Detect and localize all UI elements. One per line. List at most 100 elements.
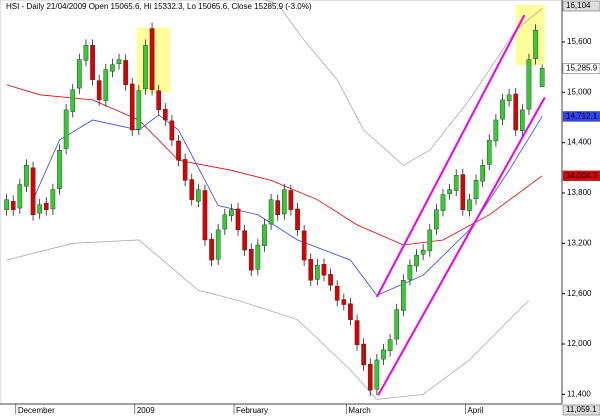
candle-body: [123, 60, 128, 85]
candle-body: [149, 28, 155, 90]
overlay-line: [6, 239, 530, 400]
candle-body: [248, 248, 254, 271]
candle-body: [447, 189, 452, 195]
candle-body: [169, 120, 175, 141]
y-tick-label: 11,400: [567, 389, 591, 398]
candle-body: [222, 214, 228, 230]
candle-body: [17, 184, 23, 209]
candle-body: [539, 68, 545, 87]
candle-body: [229, 209, 234, 216]
candle-body: [506, 94, 512, 101]
overlay-line: [32, 114, 543, 296]
candle-body: [295, 208, 300, 231]
value-label-box: [562, 170, 600, 182]
candle-body: [136, 90, 142, 130]
value-label-box: [562, 0, 600, 12]
candle-body: [63, 109, 69, 149]
candle-body: [473, 180, 479, 200]
candle-body: [526, 59, 532, 110]
y-tick-label: 13,800: [567, 188, 592, 197]
candle-body: [315, 264, 320, 280]
y-tick-label: 15,000: [567, 87, 592, 96]
y-tick-label: 14,400: [567, 138, 592, 147]
candle-body: [83, 45, 89, 61]
candle-body: [341, 299, 347, 305]
overlay-line: [377, 96, 546, 396]
candle-body: [281, 189, 287, 215]
candle-body: [4, 199, 9, 210]
candle-body: [500, 99, 505, 120]
y-tick-label: 13,200: [567, 238, 592, 247]
overlay-line: [6, 84, 543, 246]
plot-frame: [0, 0, 563, 405]
candle-body: [440, 194, 446, 211]
candle-body: [202, 190, 208, 241]
candle-body: [420, 249, 426, 255]
value-label: 16,104: [566, 1, 591, 10]
plot-area: [4, 0, 546, 400]
x-tick-label: 2009: [137, 406, 155, 415]
candle-body: [90, 45, 95, 80]
value-label: 11,059.1: [566, 405, 597, 414]
candle-body: [348, 303, 353, 320]
candle-body: [156, 90, 161, 111]
candle-body: [533, 30, 538, 59]
candle-body: [96, 80, 102, 101]
value-label-box: [562, 111, 600, 122]
candle-body: [374, 359, 380, 390]
candle-body: [116, 59, 122, 64]
candle-body: [242, 230, 247, 251]
candle-body: [387, 339, 393, 351]
candle-body: [361, 343, 366, 366]
candle-body: [209, 238, 214, 261]
value-label: 14,712.1: [566, 112, 598, 121]
candle-body: [434, 209, 439, 230]
value-label-box: [562, 404, 600, 416]
candle-body: [262, 224, 267, 247]
candle-body: [427, 229, 433, 252]
candle-body: [513, 93, 519, 131]
x-tick-label: April: [467, 406, 483, 415]
candle-body: [414, 254, 419, 267]
candle-body: [10, 201, 16, 210]
candle-body: [467, 199, 472, 211]
candle-body: [321, 264, 327, 276]
candle-body: [182, 159, 188, 181]
candle-body: [288, 190, 294, 210]
x-tick-label: December: [18, 406, 55, 415]
chart-title: HSI - Daily 21/04/2009 Open 15065.6, Hi …: [6, 2, 312, 11]
x-tick-label: February: [236, 406, 268, 415]
value-label: 15,285.9: [566, 63, 598, 72]
value-label-box: [562, 63, 600, 74]
candle-body: [354, 320, 360, 346]
candle-body: [301, 230, 307, 261]
candle-body: [328, 274, 333, 286]
candle-body: [401, 280, 406, 311]
candle-body: [50, 189, 56, 210]
candle-body: [493, 119, 499, 142]
y-tick-label: 12,600: [567, 289, 592, 298]
overlay-line: [264, 0, 543, 166]
x-tick-label: March: [348, 406, 370, 415]
candle-body: [70, 89, 76, 112]
candle-body: [255, 244, 261, 270]
candle-body: [77, 59, 82, 89]
candle-body: [176, 140, 181, 161]
candle-body: [334, 285, 340, 301]
candle-body: [268, 199, 274, 225]
candle-body: [308, 259, 314, 281]
candle-body: [394, 309, 400, 340]
candle-body: [129, 83, 135, 131]
candle-body: [275, 200, 281, 215]
candle-body: [57, 149, 62, 189]
y-tick-label: 15,600: [567, 37, 592, 46]
candle-body: [460, 174, 466, 210]
y-tick-label: 12,000: [567, 339, 592, 348]
candle-body: [196, 189, 201, 202]
candle-body: [43, 202, 49, 210]
candle-body: [189, 179, 195, 200]
candle-body: [480, 165, 485, 182]
value-label: 14,004.3: [566, 171, 598, 180]
candle-body: [143, 45, 148, 90]
